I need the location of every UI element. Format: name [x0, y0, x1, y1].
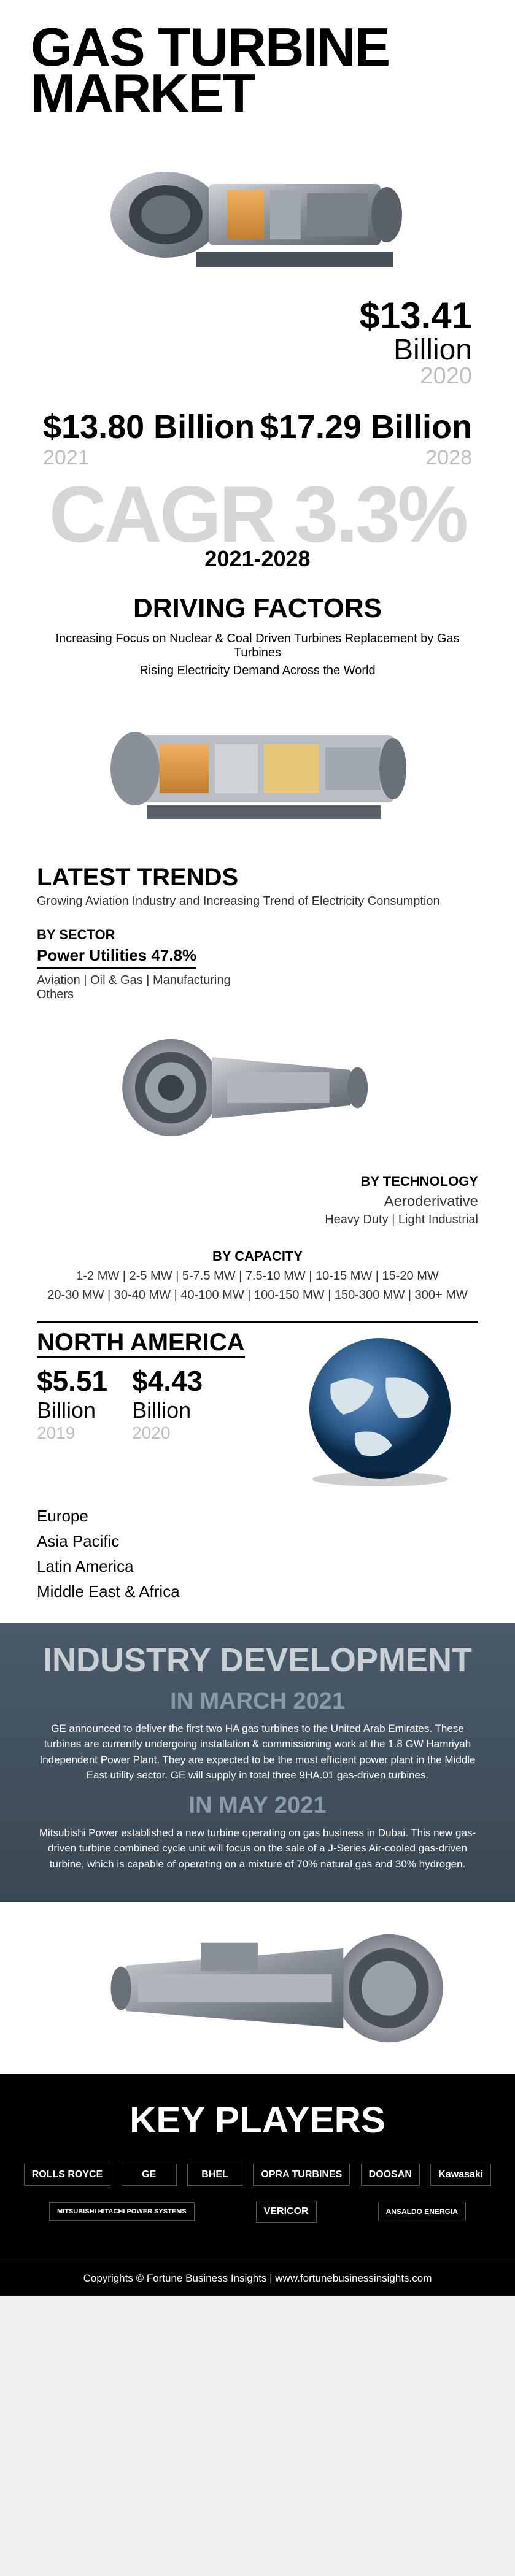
title-line2: MARKET [31, 63, 254, 123]
kp-mhps: MITSUBISHI HITACHI POWER SYSTEMS [49, 2202, 195, 2221]
globe-icon [282, 1329, 478, 1488]
by-capacity-label: BY CAPACITY [25, 1248, 490, 1264]
ind-date-1: IN MARCH 2021 [25, 1688, 490, 1715]
turbine-illustration-1 [0, 123, 515, 294]
kp-row-1: ROLLS ROYCE GE BHEL OPRA TURBINES DOOSAN… [18, 2156, 497, 2193]
ind-text-1: GE announced to deliver the first two HA… [25, 1721, 490, 1783]
latest-trends-title: LATEST TRENDS [0, 852, 515, 894]
turbine-svg-4 [49, 1909, 467, 2068]
header: GAS TURBINE MARKET [0, 0, 515, 123]
turbine-svg-2 [74, 692, 442, 839]
sector-main: Power Utilities 47.8% [37, 946, 196, 969]
stat-2020: $13.41 Billion 2020 [0, 294, 515, 402]
region-europe: Europe [37, 1504, 478, 1529]
stat-2020-year: 2020 [43, 363, 472, 390]
driving-factor-2: Rising Electricity Demand Across the Wor… [0, 662, 515, 680]
ind-dev-title: INDUSTRY DEVELOPMENT [25, 1641, 490, 1679]
industry-development: INDUSTRY DEVELOPMENT IN MARCH 2021 GE an… [0, 1623, 515, 1903]
sector-opts-1: Aviation | Oil & Gas | Manufacturing [37, 974, 478, 988]
footer: Copyrights © Fortune Business Insights |… [0, 2261, 515, 2296]
region-latam: Latin America [37, 1554, 478, 1579]
cagr-block: CAGR 3.3% 2021-2028 [0, 482, 515, 578]
kp-title: KEY PLAYERS [18, 2099, 497, 2141]
sector-opts-2: Others [37, 988, 478, 1002]
kp-ansaldo: ANSALDO ENERGIA [378, 2202, 466, 2221]
driving-factor-1: Increasing Focus on Nuclear & Coal Drive… [0, 630, 515, 662]
latest-trends-text: Growing Aviation Industry and Increasing… [0, 894, 515, 921]
main-title: GAS TURBINE MARKET [31, 25, 484, 117]
by-tech-label: BY TECHNOLOGY [37, 1174, 478, 1190]
region-mea: Middle East & Africa [37, 1579, 478, 1604]
driving-factors-title: DRIVING FACTORS [0, 578, 515, 630]
by-capacity: BY CAPACITY 1-2 MW | 2-5 MW | 5-7.5 MW |… [0, 1239, 515, 1321]
stat-2020-value: $13.41 [43, 294, 472, 337]
na-2020-y: 2020 [132, 1423, 203, 1443]
region-asia: Asia Pacific [37, 1529, 478, 1554]
by-sector-label: BY SECTOR [37, 927, 478, 943]
by-technology: BY TECHNOLOGY Aeroderivative Heavy Duty … [0, 1167, 515, 1239]
regions-list: Europe Asia Pacific Latin America Middle… [0, 1501, 515, 1623]
turbine-illustration-4 [0, 1902, 515, 2074]
na-left: NORTH AMERICA $5.51 Billion 2019 $4.43 B… [37, 1329, 257, 1443]
na-2020: $4.43 Billion 2020 [132, 1364, 203, 1443]
na-2019-u: Billion [37, 1398, 107, 1423]
na-2020-v: $4.43 [132, 1364, 203, 1398]
stat-2021: $13.80 Billion 2021 [43, 408, 255, 470]
ind-date-2: IN MAY 2021 [25, 1793, 490, 1819]
na-2019-v: $5.51 [37, 1364, 107, 1398]
stat-2028-value: $17.29 Billion [260, 408, 472, 446]
na-2019: $5.51 Billion 2019 [37, 1364, 107, 1443]
na-title: NORTH AMERICA [37, 1329, 245, 1358]
tech-opts: Heavy Duty | Light Industrial [37, 1213, 478, 1227]
kp-ge: GE [122, 2164, 177, 2186]
stat-2028: $17.29 Billion 2028 [260, 408, 472, 470]
kp-rolls-royce: ROLLS ROYCE [24, 2164, 111, 2186]
by-sector: BY SECTOR Power Utilities 47.8% Aviation… [0, 921, 515, 1008]
na-2020-u: Billion [132, 1398, 203, 1423]
kp-vericor: VERICOR [256, 2201, 317, 2223]
turbine-svg-1 [74, 135, 442, 282]
kp-doosan: DOOSAN [361, 2164, 420, 2186]
stat-2028-year: 2028 [260, 446, 472, 470]
turbine-illustration-2 [0, 680, 515, 852]
north-america-block: NORTH AMERICA $5.51 Billion 2019 $4.43 B… [0, 1323, 515, 1501]
kp-kawasaki: Kawasaki [430, 2164, 491, 2186]
turbine-illustration-3 [0, 1008, 515, 1167]
na-2019-y: 2019 [37, 1423, 107, 1443]
cagr-value: CAGR 3.3% [25, 482, 490, 546]
kp-row-2: MITSUBISHI HITACHI POWER SYSTEMS VERICOR… [18, 2193, 497, 2230]
kp-opra: OPRA TURBINES [253, 2164, 350, 2186]
capacity-line-1: 1-2 MW | 2-5 MW | 5-7.5 MW | 7.5-10 MW |… [25, 1269, 490, 1283]
ind-text-2: Mitsubishi Power established a new turbi… [25, 1825, 490, 1872]
stat-2021-value: $13.80 Billion [43, 408, 255, 446]
stat-2021-year: 2021 [43, 446, 255, 470]
na-stats: $5.51 Billion 2019 $4.43 Billion 2020 [37, 1364, 257, 1443]
kp-bhel: BHEL [187, 2164, 242, 2186]
key-players: KEY PLAYERS ROLLS ROYCE GE BHEL OPRA TUR… [0, 2074, 515, 2261]
capacity-line-2: 20-30 MW | 30-40 MW | 40-100 MW | 100-15… [25, 1288, 490, 1302]
stat-2020-unit: Billion [43, 337, 472, 363]
turbine-svg-3 [104, 1014, 411, 1161]
tech-main: Aeroderivative [37, 1193, 478, 1210]
infographic-container: GAS TURBINE MARKET $13.41 [0, 0, 515, 2296]
